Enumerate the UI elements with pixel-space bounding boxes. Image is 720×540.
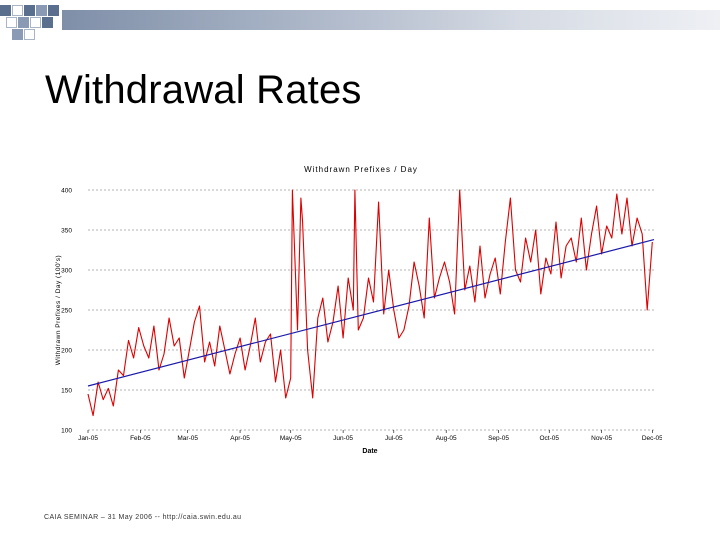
- x-tick-label: Nov-05: [591, 435, 612, 442]
- band-square: [12, 5, 23, 16]
- y-tick-label: 200: [61, 348, 72, 355]
- x-tick-label: Feb-05: [130, 435, 151, 442]
- title-band-gradient: [62, 10, 720, 30]
- chart-title: Withdrawn Prefixes / Day: [304, 165, 418, 174]
- band-square: [24, 29, 35, 40]
- grid-lines: [88, 189, 654, 431]
- band-square: [18, 17, 29, 28]
- x-axis-ticks: Jan-05 Feb-05 Mar-05 Apr-05 May-05 Jun-05 Jul-…: [78, 430, 662, 442]
- band-square: [42, 17, 53, 28]
- y-tick-label: 100: [61, 428, 72, 435]
- series-line-withdrawn-prefixes: [87, 189, 653, 417]
- x-tick-label: Mar-05: [177, 435, 198, 442]
- withdrawal-chart: Withdrawn Prefixes / Day Withdrawn Prefi…: [55, 165, 662, 455]
- x-axis-label: Date: [362, 448, 377, 455]
- y-axis-label: Withdrawn Prefixes / Day (100's): [55, 255, 62, 365]
- x-tick-label: Sep-05: [488, 435, 509, 442]
- band-square: [36, 5, 47, 16]
- x-tick-label: Oct-05: [539, 435, 559, 442]
- y-tick-label: 300: [61, 268, 72, 275]
- y-tick-label: 250: [61, 308, 72, 315]
- band-square: [12, 29, 23, 40]
- x-tick-label: Jun-05: [333, 435, 353, 442]
- title-band: [0, 0, 720, 40]
- trend-line: [87, 239, 655, 387]
- band-square: [6, 17, 17, 28]
- x-tick-label: Aug-05: [436, 435, 457, 442]
- x-tick-label: Jul-05: [385, 435, 403, 442]
- band-square: [24, 5, 35, 16]
- series-group: [87, 189, 655, 417]
- x-tick-label: May-05: [280, 435, 302, 442]
- x-tick-label: Dec-05: [642, 435, 662, 442]
- x-tick-label: Apr-05: [230, 435, 250, 442]
- x-tick-label: Jan-05: [78, 435, 98, 442]
- y-tick-label: 350: [61, 228, 72, 235]
- band-square: [30, 17, 41, 28]
- y-tick-label: 400: [61, 188, 72, 195]
- slide-footer: CAIA SEMINAR – 31 May 2006 -- http://cai…: [44, 514, 242, 521]
- band-square: [48, 5, 59, 16]
- y-tick-label: 150: [61, 388, 72, 395]
- slide-title: Withdrawal Rates: [45, 68, 362, 112]
- y-axis-ticks: 100 150 200 250 300 350 400: [61, 188, 72, 435]
- band-square: [0, 5, 11, 16]
